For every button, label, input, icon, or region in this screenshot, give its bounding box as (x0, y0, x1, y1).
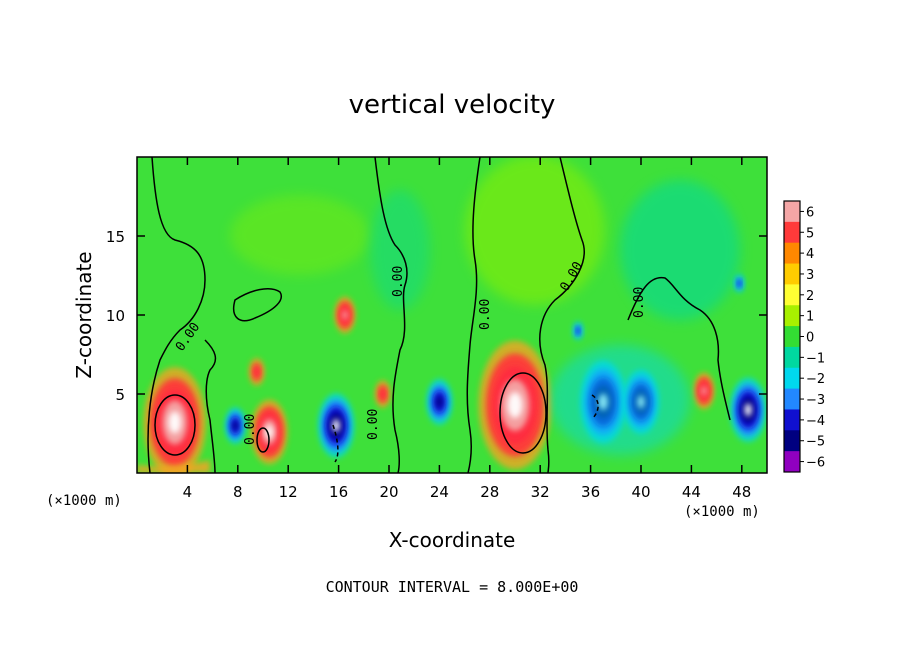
contour-label: 0.00 (478, 299, 493, 330)
upper-cyan-patch (620, 180, 740, 320)
updraft-core (380, 389, 386, 399)
colorbar-swatch (784, 367, 800, 390)
upper-yellow-green-patch (465, 157, 605, 305)
x-tick-label: 44 (682, 483, 701, 501)
x-unit-left: (×1000 m) (46, 493, 122, 509)
surface-red-band (137, 460, 210, 473)
max-contour-left (154, 394, 196, 456)
zero-contour (374, 157, 408, 473)
y-tick-label: 15 (106, 228, 125, 246)
colorbar-swatch (784, 388, 800, 410)
colorbar-swatch (784, 326, 800, 348)
x-tick-label: 36 (581, 483, 600, 501)
colorbar-tick-label: −1 (806, 351, 825, 366)
colorbar-tick-label: 5 (806, 226, 814, 241)
updraft-core (168, 411, 182, 434)
downdraft-core (436, 396, 443, 408)
updraft-core (507, 392, 523, 418)
colorbar-tick-label: 4 (806, 247, 814, 262)
colorbar-tick-label: −6 (806, 456, 825, 471)
x-axis: 4 8 12 16 20 24 28 32 36 40 44 48 (183, 157, 751, 501)
downdraft-core (232, 421, 238, 431)
max-contour-small (256, 427, 270, 453)
updraft-core (254, 367, 260, 377)
x-tick-label: 8 (233, 483, 243, 501)
colorbar-swatch (784, 409, 800, 431)
zero-contour (539, 157, 585, 473)
x-tick-label: 32 (531, 483, 550, 501)
colorbar: 6 5 4 3 2 1 0 −1 −2 −3 −4 −5 −6 (783, 200, 825, 473)
updraft-core (342, 310, 348, 320)
contour-label: 0.00 (391, 266, 406, 297)
x-tick-label: 28 (480, 483, 499, 501)
colorbar-swatch (784, 201, 800, 223)
colorbar-swatch (784, 346, 800, 369)
colorbar-tick-label: −4 (806, 414, 825, 429)
upper-yellow-green-patch (230, 195, 370, 275)
colorbar-swatch (784, 305, 800, 327)
downdraft-core (576, 327, 580, 334)
contour-lines (147, 157, 731, 473)
x-tick-label: 4 (183, 483, 193, 501)
contour-label: 0.00 (243, 414, 258, 445)
colorbar-swatch (784, 242, 800, 265)
x-axis-label: X-coordinate (389, 528, 516, 552)
colorbar-swatch (784, 451, 800, 473)
cyan-sheet (550, 345, 690, 455)
colorbar-swatch (784, 221, 800, 244)
updraft-core (265, 425, 273, 439)
colorbar-swatch (784, 263, 800, 285)
y-axis-label: Z-coordinate (72, 251, 96, 378)
heatmap-field (137, 157, 767, 473)
x-tick-label: 40 (631, 483, 650, 501)
x-tick-label: 24 (430, 483, 449, 501)
downdraft-core (744, 403, 752, 417)
contour-label: 0.00 (632, 287, 647, 318)
min-contour-dashed (332, 424, 339, 463)
colorbar-tick-label: −5 (806, 435, 825, 450)
colorbar-tick-label: 3 (806, 268, 814, 283)
zero-contour (147, 157, 206, 473)
x-tick-label: 20 (379, 483, 398, 501)
max-contour-right (499, 372, 547, 454)
colorbar-tick-label: 1 (806, 310, 814, 325)
y-tick-label: 5 (115, 386, 125, 404)
contour-interval-note: CONTOUR INTERVAL = 8.000E+00 (326, 578, 579, 596)
zero-contour (204, 339, 217, 473)
zero-contour (466, 157, 481, 473)
colorbar-tick-label: −2 (806, 372, 825, 387)
y-tick-label: 10 (106, 307, 125, 325)
downdraft-core (737, 280, 742, 287)
colorbar-tick-label: 2 (806, 289, 814, 304)
colorbar-tick-label: 0 (806, 331, 814, 346)
colorbar-swatch (784, 430, 800, 452)
x-unit-right: (×1000 m) (684, 504, 760, 520)
colorbar-tick-label: 6 (806, 205, 814, 220)
x-tick-label: 12 (279, 483, 298, 501)
contour-label: 0.00 (366, 409, 381, 440)
zero-contour (233, 288, 282, 322)
zero-contour (627, 276, 731, 421)
colorbar-swatch (784, 284, 800, 306)
min-contour-dashed (591, 394, 599, 419)
colorbar-tick-label: −3 (806, 393, 825, 408)
x-tick-label: 48 (732, 483, 751, 501)
updraft-core (701, 386, 707, 396)
chart-title: vertical velocity (349, 90, 556, 120)
x-tick-label: 16 (329, 483, 348, 501)
y-axis: 5 10 15 (106, 228, 767, 404)
